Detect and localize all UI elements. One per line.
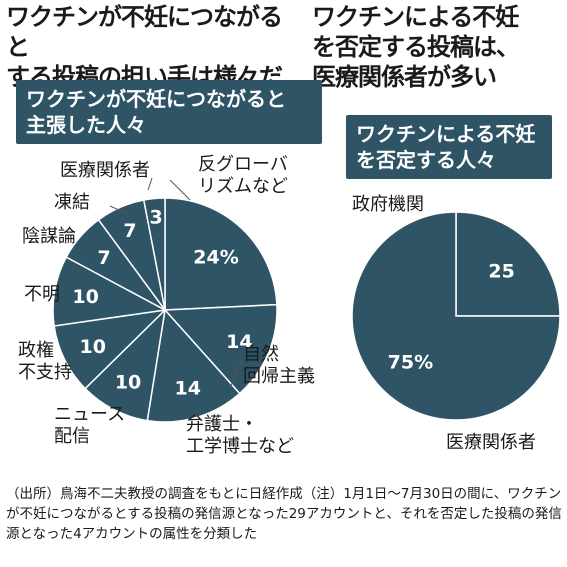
left-value-label-4: 10: [80, 336, 106, 358]
left-slice-8: [142, 197, 166, 311]
label-medical-right: 医療関係者: [446, 432, 536, 453]
left-value-label-6: 7: [97, 247, 110, 269]
left-value-label-5: 10: [72, 286, 98, 308]
right-header: ワクチンによる不妊 を否定する投稿は、 医療関係者が多い: [312, 3, 520, 91]
left-value-label-0: 24%: [193, 247, 238, 269]
label-medical-left: 医療関係者: [60, 160, 150, 181]
left-slice-0: [164, 197, 278, 311]
left-value-label-2: 14: [174, 377, 200, 399]
left-header: ワクチンが不妊につながると する投稿の担い手は様々だ: [6, 3, 283, 91]
label-nature-return: 自然 回帰主義: [243, 344, 315, 387]
right-slice-1: [351, 211, 561, 421]
label-lawyers-engineers: 弁護士・ 工学博士など: [186, 414, 294, 457]
left-slice-7: [97, 199, 166, 311]
left-slice-2: [146, 308, 241, 423]
label-anti-globalism: 反グローバ リズムなど: [198, 154, 288, 197]
left-value-label-3: 10: [115, 372, 141, 394]
footnote: （出所）鳥海不二夫教授の調査をもとに日経作成（注）1月1日～7月30日の間に、ワ…: [6, 486, 562, 542]
left-value-label-8: 3: [149, 206, 162, 228]
label-news-distribution: ニュース 配信: [54, 404, 126, 447]
label-unknown: 不明: [24, 284, 60, 305]
right-value-label-1: 75%: [388, 352, 433, 374]
left-value-label-7: 7: [123, 220, 136, 242]
left-chart-title: ワクチンが不妊につながると 主張した人々: [16, 80, 322, 144]
right-chart-title: ワクチンによる不妊 を否定する人々: [346, 115, 552, 179]
label-conspiracy: 陰謀論: [22, 226, 76, 247]
label-government-agency: 政府機関: [352, 194, 424, 215]
right-slice-0: [455, 211, 561, 317]
right-value-label-0: 25: [488, 260, 514, 282]
left-leader-line-3: [229, 359, 243, 389]
label-government-disapproval: 政権 不支持: [18, 340, 72, 383]
left-slice-6: [65, 218, 166, 311]
left-slice-5: [52, 256, 168, 327]
left-leader-line-0: [169, 179, 191, 201]
label-frozen: 凍結: [54, 192, 90, 213]
left-leader-line-2: [109, 205, 129, 215]
